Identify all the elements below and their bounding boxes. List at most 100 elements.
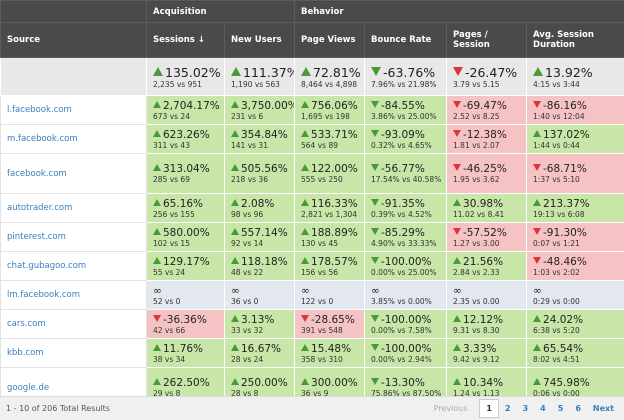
trend-arrow xyxy=(301,343,310,351)
change-value: -100.00% xyxy=(381,313,432,326)
metric-detail: 52 vs 0 xyxy=(153,296,181,306)
metric-cell: -48.46% 1:03 vs 2:02 xyxy=(526,251,624,281)
trend-arrow xyxy=(301,378,310,385)
metric-cell: 24.02% 6:38 vs 5:20 xyxy=(526,309,624,339)
change-value: -84.55% xyxy=(381,99,425,112)
trend-arrow xyxy=(371,227,380,235)
trend-arrow xyxy=(453,314,462,322)
metric-detail: 3.86% vs 25.00% xyxy=(371,111,437,121)
change-value: 12.12% xyxy=(463,313,504,326)
results-summary: 1 - 10 of 206 Total Results xyxy=(6,404,110,413)
metric-change: -100.00% xyxy=(371,256,446,268)
change-value: 756.06% xyxy=(311,99,358,112)
metric-cell: 2.08% 98 vs 96 xyxy=(223,193,296,223)
metric-detail: 122 vs 0 xyxy=(301,296,334,306)
metric-detail: 1.24 vs 1.13 xyxy=(453,389,500,398)
change-value: 533.71% xyxy=(311,128,358,141)
source-link[interactable]: kbb.com xyxy=(7,348,44,358)
source-link[interactable]: autotrader.com xyxy=(7,203,73,213)
change-value: 16.67% xyxy=(241,342,282,355)
source-cell: lm.facebook.com xyxy=(0,280,147,310)
column-header: Bounce Rate xyxy=(364,22,448,58)
metric-cell: ∞ 0:29 vs 0:00 xyxy=(526,280,624,310)
metric-detail: 7.96% vs 21.98% xyxy=(371,79,437,89)
page-button[interactable]: 1 xyxy=(479,399,499,418)
change-value: 21.56% xyxy=(463,255,504,268)
source-link[interactable]: lm.facebook.com xyxy=(7,290,81,300)
metric-change: -46.25% xyxy=(453,163,526,175)
trend-arrow xyxy=(153,198,161,206)
metric-change: -48.46% xyxy=(533,256,624,268)
source-link[interactable]: l.facebook.com xyxy=(7,105,72,115)
page-button[interactable]: 6 xyxy=(575,404,581,413)
trend-arrow xyxy=(453,66,464,76)
change-value: -13.30% xyxy=(381,377,425,389)
change-value: 623.26% xyxy=(163,128,210,141)
trend-arrow xyxy=(231,378,239,385)
change-value: 135.02% xyxy=(165,64,221,80)
page-button[interactable]: 4 xyxy=(540,404,546,413)
metric-change: 16.67% xyxy=(231,343,294,355)
metric-cell: -26.47% 3.79 vs 5.15 xyxy=(446,57,528,96)
source-link[interactable]: facebook.com xyxy=(7,168,67,179)
trend-arrow xyxy=(301,314,310,322)
metric-change: 118.18% xyxy=(231,256,294,268)
change-value: 505.56% xyxy=(241,163,288,175)
metric-cell: 12.12% 9.31 vs 8.30 xyxy=(446,309,528,339)
change-value: -28.65% xyxy=(311,313,355,326)
metric-change: ∞ xyxy=(371,285,446,297)
trend-arrow xyxy=(231,129,239,137)
trend-arrow xyxy=(371,378,380,385)
trend-arrow xyxy=(533,164,542,171)
source-link[interactable]: chat.gubagoo.com xyxy=(7,261,87,271)
metric-change: 13.92% xyxy=(533,65,624,80)
change-value: ∞ xyxy=(231,284,240,297)
metric-detail: 555 vs 250 xyxy=(301,175,343,184)
data-row: lm.facebook.com ∞ 52 vs 0 ∞ 36 vs 0 ∞ 122 vs 0… xyxy=(0,280,624,310)
metric-change: 24.02% xyxy=(533,314,624,326)
source-cell: chat.gubagoo.com xyxy=(0,251,147,281)
source-link[interactable]: google.de xyxy=(7,382,50,393)
metric-change: 745.98% xyxy=(533,377,624,389)
metric-detail: 156 vs 56 xyxy=(301,267,338,277)
source-cell: pinterest.com xyxy=(0,222,147,252)
change-value: 15.48% xyxy=(311,342,352,355)
metric-cell: ∞ 122 vs 0 xyxy=(294,280,366,310)
metric-cell: 16.67% 28 vs 24 xyxy=(223,338,296,368)
next-button[interactable]: Next xyxy=(592,404,614,413)
metric-detail: 102 vs 15 xyxy=(153,238,190,248)
data-row: pinterest.com 580.00% 102 vs 15 557.14% 92 v… xyxy=(0,222,624,252)
trend-arrow xyxy=(453,343,462,351)
trend-arrow xyxy=(533,378,542,385)
previous-button[interactable]: Previous xyxy=(433,404,468,413)
metric-change: 2,704.17% xyxy=(153,100,224,112)
column-header[interactable]: Sessions ↓ xyxy=(146,22,225,58)
metric-cell: 11.76% 38 vs 34 xyxy=(146,338,225,368)
change-value: 557.14% xyxy=(241,226,288,239)
metric-detail: 8,464 vs 4,898 xyxy=(301,79,358,89)
data-row: chat.gubagoo.com 129.17% 55 vs 24 118.18% 48… xyxy=(0,251,624,281)
metric-cell: 135.02% 2,235 vs 951 xyxy=(146,57,225,96)
change-value: 3.33% xyxy=(463,342,497,355)
metric-cell: -57.52% 1.27 vs 3.00 xyxy=(446,222,528,252)
metric-detail: 36 vs 0 xyxy=(231,296,259,306)
metric-change: 557.14% xyxy=(231,227,294,239)
change-value: -85.29% xyxy=(381,226,425,239)
metric-cell: 72.81% 8,464 vs 4,898 xyxy=(294,57,366,96)
metric-detail: 130 vs 45 xyxy=(301,238,338,248)
source-link[interactable]: m.facebook.com xyxy=(7,134,78,144)
metric-change: 262.50% xyxy=(153,377,224,389)
page-button[interactable]: 3 xyxy=(522,404,529,413)
metric-cell: -63.76% 7.96% vs 21.98% xyxy=(364,57,448,96)
page-button[interactable]: 2 xyxy=(505,404,511,413)
page-button[interactable]: 5 xyxy=(557,404,564,413)
source-link[interactable]: pinterest.com xyxy=(7,232,66,242)
source-link[interactable]: cars.com xyxy=(7,319,46,329)
metric-cell: ∞ 52 vs 0 xyxy=(146,280,225,310)
change-value: -48.46% xyxy=(543,255,587,268)
metric-change: 65.54% xyxy=(533,343,624,355)
metric-change: -93.09% xyxy=(371,129,446,141)
metric-cell: 30.98% 11.02 vs 8.41 xyxy=(446,193,528,223)
metric-change: 10.34% xyxy=(453,377,526,389)
